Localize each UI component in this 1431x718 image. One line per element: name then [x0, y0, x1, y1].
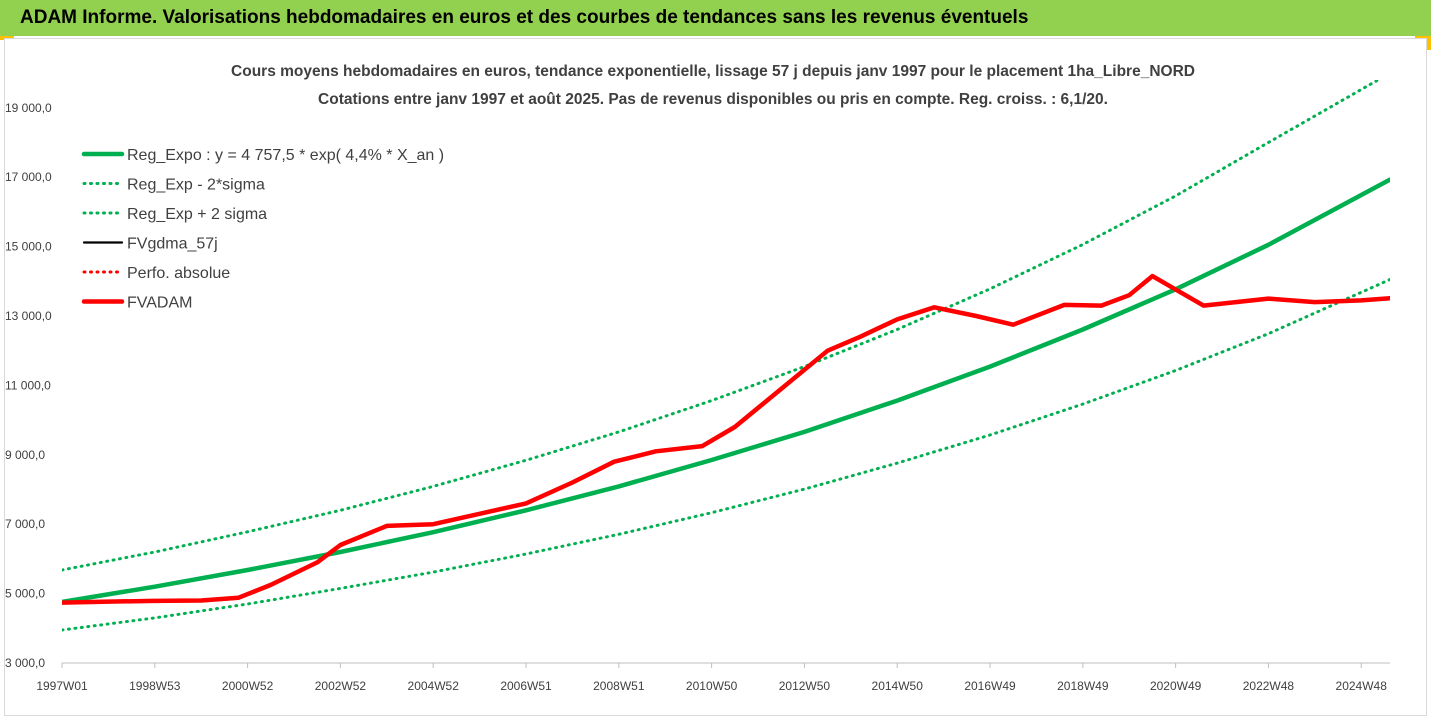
x-tick-label: 2008W51: [593, 679, 645, 693]
x-tick-label: 2012W50: [779, 679, 831, 693]
y-tick-label: 5 000,0: [5, 587, 45, 601]
report-title-banner: ADAM Informe. Valorisations hebdomadaire…: [0, 0, 1431, 36]
x-tick-label: 2016W49: [964, 679, 1016, 693]
x-tick-label: 2000W52: [222, 679, 274, 693]
y-tick-label: 15 000,0: [5, 240, 52, 254]
legend-label: Reg_Exp - 2*sigma: [127, 177, 265, 194]
report-title: ADAM Informe. Valorisations hebdomadaire…: [20, 7, 1029, 28]
x-tick-label: 2014W50: [872, 679, 924, 693]
y-axis-ticks: 3 000,0 5 000,0 7 000,0 9 000,0 11 000,0 13 0…: [5, 101, 52, 670]
legend-label: FVADAM: [127, 295, 192, 312]
legend-label: Reg_Exp + 2 sigma: [127, 206, 267, 223]
x-tick-label: 2024W48: [1336, 679, 1388, 693]
legend: Reg_Expo : y = 4 757,5 * exp( 4,4% * X_a…: [81, 147, 444, 312]
y-tick-label: 11 000,0: [5, 378, 51, 392]
legend-label: FVgdma_57j: [127, 236, 218, 253]
series-line-3: [62, 275, 1390, 604]
x-tick-label: 2004W52: [408, 679, 460, 693]
x-tick-label: 2020W49: [1150, 679, 1202, 693]
legend-label: Perfo. absolue: [127, 265, 230, 282]
chart-frame: [4, 38, 1427, 716]
series-line-1: [62, 278, 1390, 632]
x-tick-label: 2010W50: [686, 679, 738, 693]
series-line-5: [62, 273, 1390, 605]
chart-title-line-2: Cotations entre janv 1997 et août 2025. …: [318, 91, 1108, 108]
x-tick-label: 2022W48: [1243, 679, 1295, 693]
y-tick-label: 9 000,0: [5, 448, 45, 462]
y-tick-label: 3 000,0: [5, 656, 45, 670]
y-tick-label: 7 000,0: [5, 517, 45, 531]
chart-title-line-1: Cours moyens hebdomadaires en euros, ten…: [231, 63, 1195, 80]
y-tick-label: 13 000,0: [5, 309, 52, 323]
x-tick-label: 1997W01: [36, 679, 88, 693]
y-tick-label: 19 000,0: [5, 101, 52, 115]
legend-label: Reg_Expo : y = 4 757,5 * exp( 4,4% * X_a…: [127, 147, 444, 164]
x-tick-label: 2006W51: [500, 679, 552, 693]
x-axis-ticks: 1997W01 1998W53 2000W52 2002W52 2004W52 2006W…: [36, 663, 1387, 693]
series-line-2: [62, 80, 1381, 572]
x-tick-label: 1998W53: [129, 679, 181, 693]
x-tick-label: 2018W49: [1057, 679, 1109, 693]
series-line-0: [62, 177, 1390, 605]
series-layer: [62, 80, 1390, 632]
chart-title: Cours moyens hebdomadaires en euros, ten…: [231, 63, 1195, 108]
x-tick-label: 2002W52: [315, 679, 367, 693]
y-tick-label: 17 000,0: [5, 170, 52, 184]
corner-marker-right-edge: [1427, 36, 1431, 50]
